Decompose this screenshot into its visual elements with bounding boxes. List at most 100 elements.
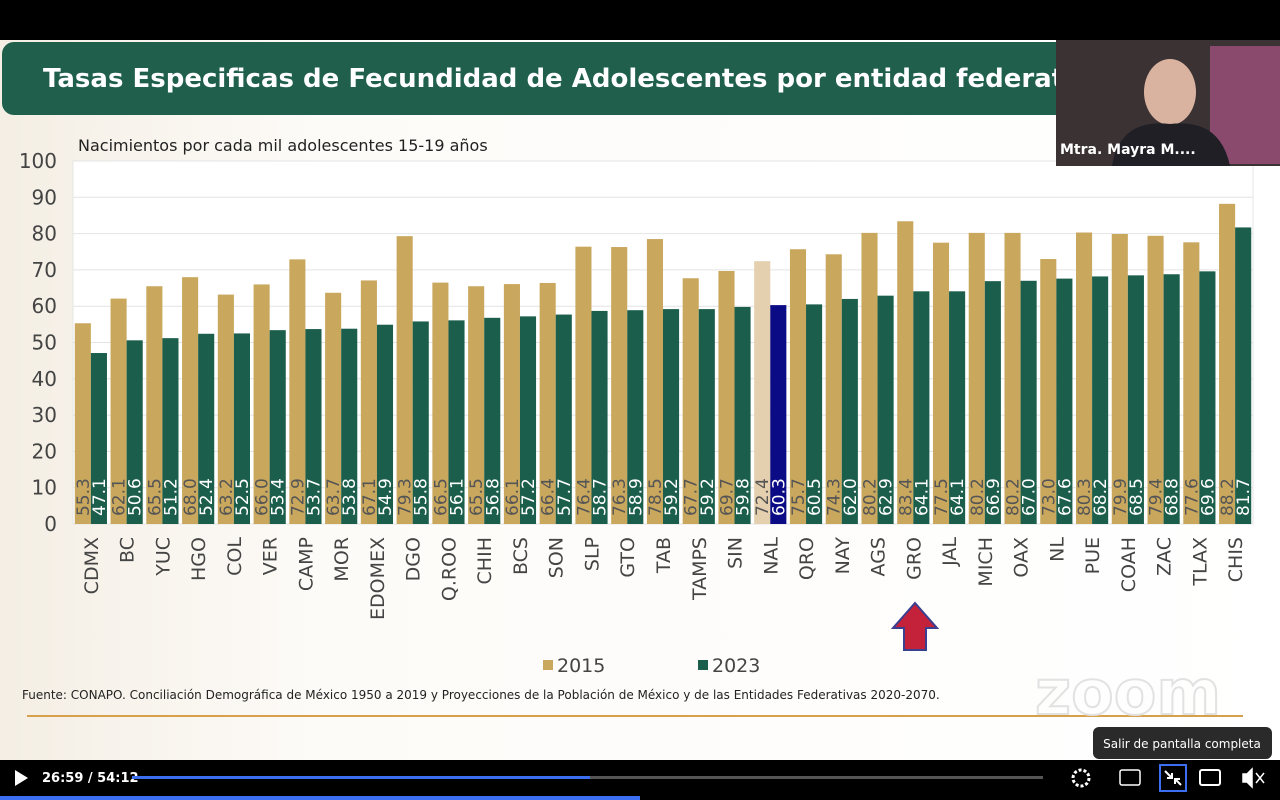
y-tick-label: 60: [32, 294, 57, 318]
mute-button[interactable]: [1242, 767, 1265, 789]
zoom-watermark: zoom: [1035, 656, 1221, 729]
y-axis-label: Nacimientos por cada mil adolescentes 15…: [78, 136, 488, 155]
x-tick-label: GRO: [903, 537, 925, 580]
value-label: 67.7: [682, 478, 702, 516]
bar: [162, 338, 179, 524]
pip-button[interactable]: [1199, 769, 1221, 786]
value-label: 59.2: [662, 478, 682, 516]
bottom-progress: [0, 796, 640, 800]
value-label: 62.9: [877, 478, 897, 516]
value-label: 67.6: [1055, 478, 1075, 516]
x-tick-label: PUE: [1082, 537, 1104, 574]
x-tick-label: SLP: [581, 537, 603, 571]
value-label: 55.3: [74, 478, 94, 516]
value-label: 47.1: [90, 478, 110, 516]
value-label: 76.3: [610, 478, 630, 516]
bar: [396, 236, 413, 525]
x-tick-label: ZAC: [1154, 537, 1176, 576]
captions-button[interactable]: [1119, 769, 1141, 786]
value-label: 64.1: [912, 478, 932, 516]
x-tick-label: MICH: [975, 537, 997, 587]
bar: [611, 247, 628, 524]
value-label: 66.0: [253, 478, 273, 516]
bar: [1199, 271, 1216, 524]
bar: [432, 282, 449, 524]
y-tick-label: 10: [32, 476, 57, 500]
x-tick-label: DGO: [403, 537, 425, 581]
bar: [233, 333, 250, 524]
value-label: 77.6: [1182, 478, 1202, 516]
participant-body: [1112, 123, 1230, 166]
value-label: 75.7: [789, 478, 809, 516]
bar: [1056, 278, 1073, 524]
value-label: 88.2: [1218, 478, 1238, 516]
value-label: 81.7: [1234, 478, 1254, 516]
bar: [754, 261, 771, 524]
play-button[interactable]: [15, 770, 28, 786]
bar: [126, 340, 143, 524]
exit-fullscreen-icon: [1164, 770, 1182, 786]
value-label: 53.7: [304, 478, 324, 516]
value-label: 50.6: [126, 478, 146, 516]
x-tick-label: NAL: [760, 537, 782, 575]
value-label: 52.5: [233, 478, 253, 516]
bar: [806, 304, 823, 524]
y-tick-label: 0: [44, 512, 57, 536]
value-label: 58.7: [591, 478, 611, 516]
x-tick-label: TAB: [653, 537, 675, 574]
value-label: 77.5: [932, 478, 952, 516]
bar: [1004, 232, 1021, 524]
bar: [861, 232, 878, 524]
value-label: 67.1: [360, 478, 380, 516]
top-bar: [0, 0, 1280, 40]
time-display: 26:59 / 54:12: [42, 771, 139, 786]
legend-swatch: [543, 660, 553, 670]
exit-fullscreen-button[interactable]: [1159, 764, 1187, 792]
bar: [305, 329, 322, 524]
y-tick-label: 100: [19, 149, 57, 173]
bar: [698, 309, 715, 524]
bar: [949, 291, 966, 524]
value-label: 62.1: [110, 478, 130, 516]
bar: [1147, 235, 1164, 524]
value-label: 65.5: [467, 478, 487, 516]
bar: [448, 320, 465, 524]
value-label: 79.4: [1147, 478, 1167, 516]
x-tick-label: MOR: [331, 537, 353, 582]
x-tick-label: GTO: [617, 537, 639, 578]
bar: [575, 246, 592, 524]
value-label: 66.4: [539, 478, 559, 516]
value-label: 69.7: [717, 478, 737, 516]
bar: [539, 282, 556, 524]
value-label: 74.3: [825, 478, 845, 516]
x-tick-label: HGO: [188, 537, 210, 581]
value-label: 59.2: [698, 478, 718, 516]
bar: [503, 284, 520, 524]
x-tick-label: CDMX: [81, 537, 103, 594]
participant-name: Mtra. Mayra M....: [1060, 142, 1196, 158]
bar: [968, 232, 985, 524]
bar: [468, 286, 485, 524]
chart-title: Tasas Especificas de Fecundidad de Adole…: [43, 64, 1108, 94]
settings-button[interactable]: [1071, 768, 1091, 788]
value-label: 65.5: [145, 478, 165, 516]
x-tick-label: JAL: [939, 537, 961, 567]
value-label: 60.5: [805, 478, 825, 516]
legend-label: 2023: [712, 655, 760, 677]
bar: [718, 270, 735, 524]
bar: [1163, 274, 1180, 524]
x-tick-label: TLAX: [1189, 537, 1211, 587]
value-label: 59.8: [734, 478, 754, 516]
value-label: 57.2: [519, 478, 539, 516]
x-tick-label: AGS: [868, 537, 890, 576]
value-label: 64.1: [948, 478, 968, 516]
bar: [646, 239, 663, 525]
bar: [627, 310, 644, 524]
value-label: 80.2: [1004, 478, 1024, 516]
bar: [1092, 276, 1109, 524]
value-label: 60.3: [769, 478, 789, 516]
bar: [932, 242, 950, 525]
value-label: 78.5: [646, 478, 666, 516]
y-tick-label: 50: [32, 331, 57, 355]
bar: [1235, 227, 1252, 524]
